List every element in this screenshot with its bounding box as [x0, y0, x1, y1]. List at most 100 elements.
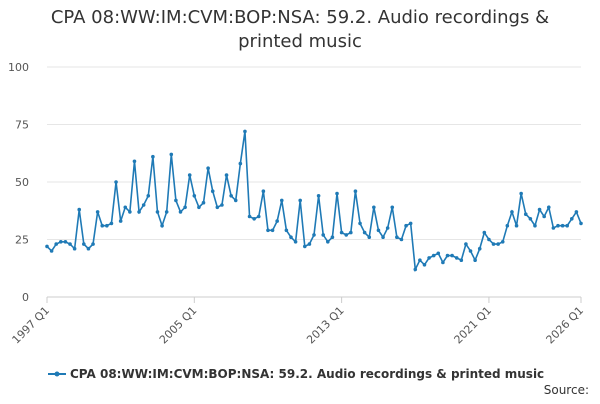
point	[210, 189, 215, 193]
point	[72, 246, 77, 251]
point	[395, 235, 399, 239]
point	[542, 214, 546, 219]
point	[399, 237, 404, 242]
point	[151, 154, 155, 159]
point	[63, 240, 68, 244]
point	[183, 205, 187, 210]
point	[349, 230, 353, 235]
point	[82, 242, 86, 246]
point	[270, 228, 275, 233]
point	[215, 205, 220, 210]
point	[459, 258, 464, 263]
point	[427, 256, 431, 260]
point	[413, 267, 418, 272]
point	[247, 214, 252, 219]
point	[160, 223, 164, 228]
legend-label: CPA 08:WW:IM:CVM:BOP:NSA: 59.2. Audio re…	[70, 367, 544, 381]
point	[418, 258, 422, 263]
point	[91, 242, 95, 246]
point	[289, 235, 293, 239]
chart-title: CPA 08:WW:IM:CVM:BOP:NSA: 59.2. Audio re…	[50, 7, 550, 52]
point	[569, 217, 574, 221]
point	[59, 240, 63, 244]
x-tick-label: 2013 Q1	[304, 304, 347, 347]
point	[141, 203, 146, 207]
point	[422, 263, 427, 267]
point	[261, 189, 266, 193]
point	[353, 189, 358, 193]
point	[256, 214, 261, 219]
point	[556, 223, 560, 228]
point	[155, 210, 160, 214]
point	[86, 246, 91, 251]
point	[146, 194, 151, 198]
point	[390, 205, 395, 210]
point	[95, 210, 100, 214]
x-tick-label: 1997 Q1	[10, 304, 53, 347]
point	[109, 221, 114, 226]
point	[487, 237, 491, 242]
point	[362, 230, 367, 235]
point	[164, 210, 169, 214]
point	[510, 210, 514, 214]
point	[523, 212, 528, 216]
point	[574, 210, 579, 214]
point	[546, 205, 551, 210]
y-tick-label: 100	[8, 61, 29, 74]
point	[477, 246, 482, 251]
point	[279, 198, 284, 203]
point	[505, 223, 510, 228]
point	[45, 244, 49, 249]
point	[551, 226, 556, 230]
point	[316, 194, 321, 198]
point	[224, 173, 229, 177]
point	[178, 210, 183, 214]
point	[404, 223, 408, 228]
point	[252, 217, 256, 221]
point	[330, 235, 335, 239]
point	[68, 242, 72, 246]
point	[275, 219, 279, 223]
point	[54, 242, 59, 246]
point	[528, 217, 533, 221]
point	[519, 191, 523, 196]
point	[565, 223, 569, 228]
point	[284, 228, 289, 233]
point	[312, 233, 316, 237]
point	[49, 249, 54, 253]
x-tick-label: 2026 Q1	[544, 304, 587, 347]
point	[77, 207, 82, 212]
source-label: Source:	[544, 383, 589, 397]
x-tick-label: 2021 Q1	[452, 304, 495, 347]
point	[302, 244, 307, 249]
point	[431, 253, 436, 258]
point	[307, 242, 312, 246]
point	[491, 242, 496, 246]
point	[169, 152, 174, 157]
series-line	[46, 131, 582, 273]
y-tick-label: 0	[22, 291, 29, 304]
point	[441, 260, 445, 265]
point	[137, 210, 141, 214]
point	[118, 219, 123, 223]
point	[560, 223, 565, 228]
point	[464, 242, 468, 246]
point	[229, 194, 233, 198]
point	[238, 161, 243, 166]
point	[339, 230, 344, 235]
point	[514, 223, 519, 228]
point	[533, 223, 537, 228]
point	[132, 159, 137, 164]
point	[128, 210, 132, 214]
point	[436, 251, 441, 256]
point	[321, 233, 326, 237]
point	[454, 256, 459, 260]
point	[500, 240, 505, 244]
point	[233, 198, 238, 203]
point	[482, 230, 487, 235]
point	[408, 221, 413, 226]
y-tick-label: 25	[15, 234, 29, 247]
point	[372, 205, 376, 210]
point	[266, 228, 270, 233]
